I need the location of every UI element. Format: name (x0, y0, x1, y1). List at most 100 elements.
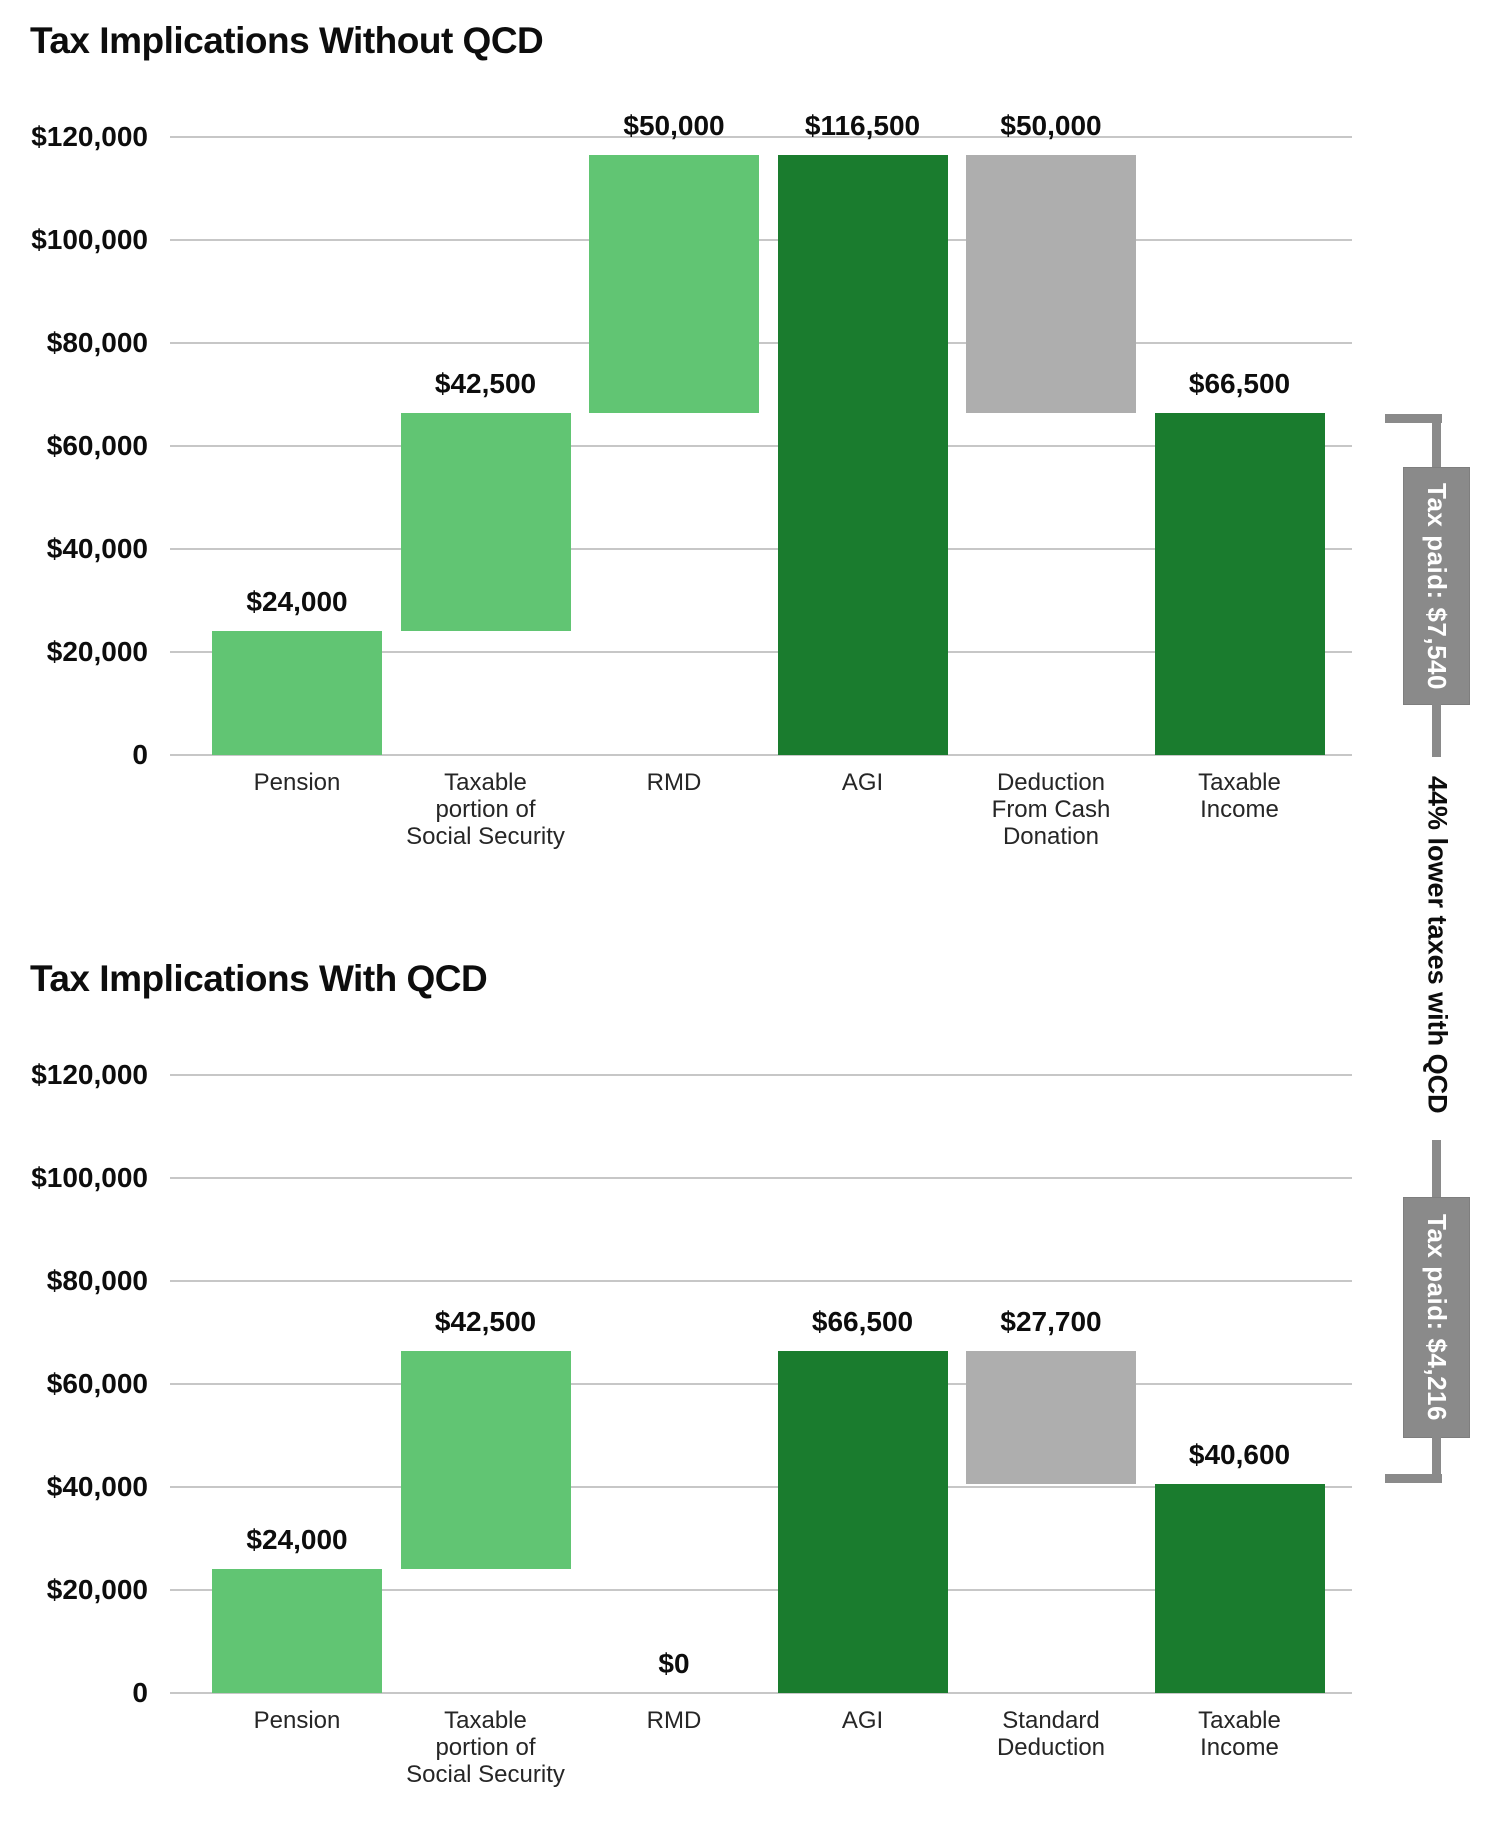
bar-value-label: $42,500 (434, 1305, 537, 1337)
x-axis-label: Pension (202, 769, 392, 796)
gridline (170, 1177, 1352, 1179)
y-axis-tick-label: $100,000 (31, 224, 148, 255)
bar-value-label: $116,500 (804, 110, 921, 142)
bar-value-label: $50,000 (1000, 110, 1102, 142)
gridline (170, 548, 1352, 550)
bar-value-label: $66,500 (811, 1305, 914, 1337)
x-axis-label-line: Pension (253, 1707, 341, 1734)
x-axis-label-line: Deduction (996, 769, 1106, 796)
x-axis-label: Pension (202, 1707, 392, 1734)
x-axis-label: Standard Deduction (956, 1707, 1146, 1761)
chart-title: Tax Implications Without QCD (30, 20, 544, 61)
tax-paid-with-qcd-label: Tax paid: $4,216 (1422, 1214, 1452, 1421)
comparison-label-wrap: 44% lower taxes with QCD (1408, 772, 1466, 1117)
y-axis-tick-label: $40,000 (46, 533, 148, 564)
bracket-top-horizontal (1385, 414, 1442, 423)
x-axis-label-line: Taxable (1198, 769, 1281, 796)
comparison-label: 44% lower taxes with QCD (1422, 775, 1453, 1114)
y-axis-tick-label: $100,000 (31, 1162, 148, 1193)
bracket-bottom-horizontal (1385, 1474, 1442, 1483)
y-axis-tick-label: 0 (132, 739, 148, 770)
gridline (170, 754, 1352, 756)
gridline (170, 1074, 1352, 1076)
gridline (170, 342, 1352, 344)
gridline (170, 445, 1352, 447)
bar-taxable-social-security (400, 412, 571, 632)
tax-paid-with-qcd-box: Tax paid: $4,216 (1403, 1197, 1470, 1438)
x-axis-label: Taxable portion of Social Security (391, 769, 581, 850)
x-axis-label-line: Income (1200, 1734, 1279, 1761)
bar-value-label: $27,700 (1000, 1305, 1102, 1337)
gridline (170, 1486, 1352, 1488)
bar-value-label: $40,600 (1188, 1438, 1291, 1470)
x-axis-label: RMD (579, 769, 769, 796)
x-axis-label-line: portion of (435, 796, 536, 823)
y-axis-tick-label: $80,000 (46, 327, 148, 358)
bar-value-label: $42,500 (434, 367, 537, 399)
chart-title: Tax Implications With QCD (30, 958, 488, 999)
x-axis-label-line: Income (1200, 796, 1279, 823)
y-axis-tick-label: $20,000 (46, 1574, 148, 1605)
x-axis-label-line: AGI (841, 1707, 884, 1734)
x-axis-label-line: Standard (1002, 1707, 1100, 1734)
x-axis-label: AGI (768, 1707, 958, 1734)
bracket-upper-middle-vertical (1432, 703, 1441, 757)
bar-value-label: $0 (658, 1648, 690, 1679)
y-axis-tick-label: $20,000 (46, 636, 148, 667)
bar-rmd (589, 155, 759, 413)
bar-taxable-social-security (400, 1350, 571, 1570)
y-axis-tick-label: $60,000 (46, 1368, 148, 1399)
gridline (170, 1280, 1352, 1282)
x-axis-label-line: Taxable (444, 769, 527, 796)
bar-taxable-income (1154, 1483, 1325, 1693)
bar-agi (777, 1350, 948, 1693)
gridline (170, 239, 1352, 241)
bar-agi (777, 155, 948, 755)
chart-without-qcd: Tax Implications Without QCD $120,000 $10… (30, 20, 1352, 850)
gridline (170, 1383, 1352, 1385)
x-axis-label-line: Donation (1002, 823, 1100, 850)
gridline (170, 1692, 1352, 1694)
bracket-lower-middle-vertical (1432, 1140, 1441, 1200)
x-axis-label-line: RMD (646, 1707, 702, 1734)
chart-with-qcd: Tax Implications With QCD $120,000 $100,0… (0, 938, 1500, 1825)
x-axis-label: RMD (579, 1707, 769, 1734)
bar-standard-deduction (966, 1350, 1136, 1484)
tax-paid-without-qcd-box: Tax paid: $7,540 (1403, 467, 1470, 705)
bracket-top-vertical (1432, 414, 1441, 470)
bar-pension (212, 1569, 382, 1693)
x-axis-label-line: Social Security (406, 823, 565, 850)
tax-paid-without-qcd-label: Tax paid: $7,540 (1422, 482, 1452, 690)
x-axis-label: Taxable Income (1145, 1707, 1335, 1761)
bar-value-label: $66,500 (1188, 367, 1291, 399)
x-axis-label: Taxable Income (1145, 769, 1335, 823)
bar-value-label: $24,000 (246, 586, 348, 618)
x-axis-label-line: From Cash (991, 796, 1111, 823)
x-axis-label-line: AGI (841, 769, 884, 796)
x-axis-label: Deduction From Cash Donation (956, 769, 1146, 850)
bar-taxable-income (1154, 412, 1325, 755)
bar-deduction-from-cash-donation (966, 155, 1136, 413)
x-axis-label-line: Pension (253, 769, 341, 796)
x-axis-label-line: Taxable (444, 1707, 527, 1734)
gridline (170, 1589, 1352, 1591)
y-axis-tick-label: $120,000 (31, 1059, 148, 1090)
gridline (170, 136, 1352, 138)
y-axis-tick-label: $80,000 (46, 1265, 148, 1296)
y-axis-tick-label: $40,000 (46, 1471, 148, 1502)
y-axis-tick-label: $120,000 (31, 121, 148, 152)
x-axis-label-line: Taxable (1198, 1707, 1281, 1734)
bar-value-label: $24,000 (246, 1524, 348, 1556)
x-axis-label: Taxable portion of Social Security (391, 1707, 581, 1788)
bar-pension (212, 631, 382, 755)
y-axis-tick-label: $60,000 (46, 430, 148, 461)
bracket-bottom-vertical (1432, 1436, 1441, 1483)
bar-value-label: $50,000 (623, 110, 725, 142)
y-axis-tick-label: 0 (132, 1677, 148, 1708)
x-axis-label-line: RMD (646, 769, 702, 796)
x-axis-label-line: portion of (435, 1734, 536, 1761)
x-axis-label-line: Deduction (996, 1734, 1106, 1761)
gridline (170, 651, 1352, 653)
x-axis-label-line: Social Security (406, 1761, 565, 1788)
